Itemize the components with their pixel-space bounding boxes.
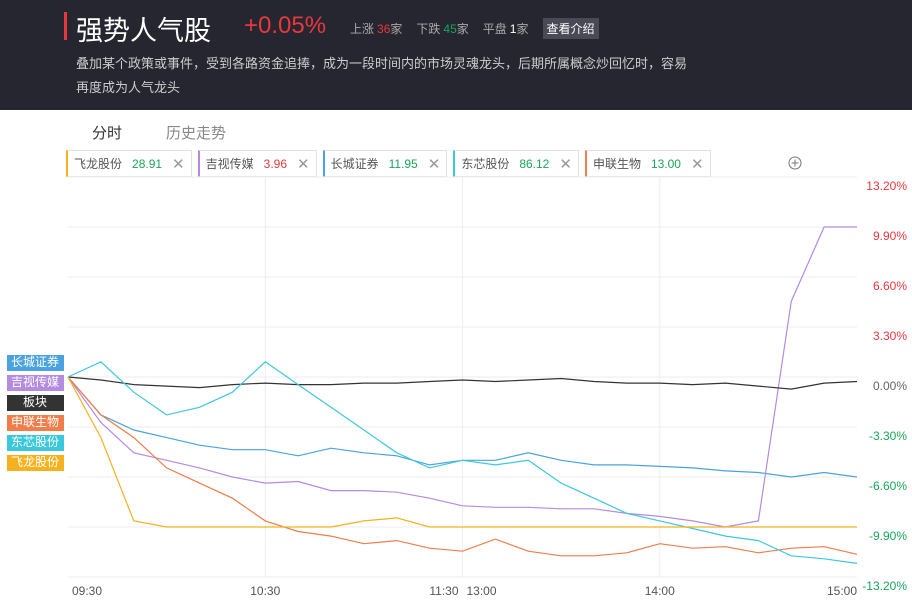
x-tick-label: 14:00 [645,584,675,598]
stat-unit: 家 [390,22,403,36]
remove[interactable]: ✕ [559,155,572,173]
stock-price: 86.12 [519,156,550,171]
stat-unit: 家 [516,22,529,36]
legend-swatch [7,455,64,471]
series-line [67,376,858,390]
y-tick-label: 0.00% [873,379,907,393]
x-tick-label: 13:00 [467,584,497,598]
change: +0.05% [244,12,327,39]
tab[interactable]: 历史走势 [166,125,227,142]
series-line [67,376,858,557]
y-tick-label: 3.30% [873,329,907,343]
description: 叠加某个政策或事件，受到各路资金追捧，成为一段时间内的市场灵魂龙头，后期所属概念… [76,56,688,95]
legend-label: 申联生物 [11,415,59,429]
stock-chip: 长城证券 11.95 ✕ [322,150,448,177]
add-button[interactable] [788,156,802,170]
legend-label: 长城证券 [11,354,59,369]
accent [64,12,67,40]
remove[interactable]: ✕ [427,155,441,173]
stock-price: 13.00 [650,156,681,171]
y-tick-label: -13.20% [862,579,907,593]
title: 强势人气股 [76,16,211,46]
stats: 上涨 36家 下跌 45家 平盘 1家 查看介绍 [350,18,599,39]
stock-price: 11.95 [388,156,418,171]
x-tick-label: 15:00 [827,584,857,598]
legend-label: 东芯股份 [11,435,59,449]
stat-label: 下跌 [416,22,441,36]
remove[interactable]: ✕ [297,155,310,173]
stock-name: 长城证券 [330,157,379,171]
y-tick-label: 13.20% [866,179,907,193]
stock-name: 飞龙股份 [74,157,123,171]
stock-price: 28.91 [132,156,163,171]
intro-button[interactable]: 查看介绍 [542,18,599,39]
stock-chip: 东芯股份 86.12 ✕ [453,150,579,177]
stat-count: 45 [443,22,457,36]
y-tick-label: -3.30% [869,429,907,443]
y-tick-label: 9.90% [873,229,907,243]
y-tick-label: -6.60% [869,479,907,493]
x-tick-label: 11:30 [429,584,458,598]
legend-swatch [7,415,64,431]
x-tick-label: 10:30 [250,584,280,598]
y-tick-label: 6.60% [873,279,907,293]
stock-chip: 吉视传媒 3.96 ✕ [197,150,317,177]
legend-swatch [7,435,64,451]
legend-swatch [7,355,64,371]
y-tick-label: -9.90% [869,529,907,543]
stock-name: 申联生物 [592,157,641,171]
stat: 平盘 1家 [483,20,529,37]
legend-label: 飞龙股份 [11,455,59,469]
stat-label: 平盘 [482,22,507,36]
stock-chip: 飞龙股份 28.91 ✕ [66,150,192,177]
header: 强势人气股 +0.05% 上涨 36家 下跌 45家 平盘 1家 查看介绍 叠加某个政策或事… [0,0,912,110]
add-icon [791,159,799,167]
series-line [67,376,857,528]
remove[interactable]: ✕ [172,155,185,173]
stat-label: 上涨 [350,22,375,36]
legend-swatch [7,375,64,391]
series-line [67,361,858,564]
remove[interactable]: ✕ [690,155,704,173]
stock-name: 东芯股份 [461,157,510,171]
stat-count: 1 [509,22,517,36]
stock-name: 吉视传媒 [205,157,254,171]
legend-label: 板块 [23,395,47,409]
legend-label: 吉视传媒 [11,374,59,389]
stat-count: 36 [377,22,391,36]
x-tick-label: 09:30 [72,584,102,598]
stat: 下跌 45家 [416,20,468,37]
stat: 上涨 36家 [350,20,402,37]
legend-swatch [7,395,64,411]
stat-unit: 家 [456,22,469,36]
stock-price: 3.96 [263,156,287,171]
